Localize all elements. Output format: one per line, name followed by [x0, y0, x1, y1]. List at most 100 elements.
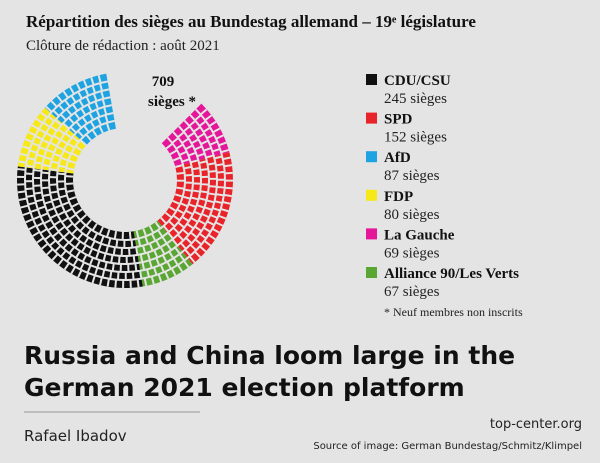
seat-gap	[175, 143, 184, 150]
seat-gap	[31, 124, 40, 131]
seat-gap	[51, 197, 60, 202]
seat-gap	[146, 252, 151, 261]
seat-gap	[40, 111, 48, 119]
seat-gap	[208, 120, 217, 127]
seat-gap	[198, 160, 208, 165]
seat-gap	[96, 259, 101, 269]
seat-gap	[93, 267, 99, 276]
seat-gap	[40, 212, 49, 218]
seat-gap	[94, 101, 100, 110]
seat-gap	[112, 247, 116, 256]
seat-gap	[166, 261, 172, 270]
seat-gap	[172, 227, 180, 235]
seat-gap	[65, 167, 75, 171]
seat-gap	[153, 266, 158, 276]
seat-gap	[181, 137, 190, 144]
seat-gap	[106, 278, 110, 287]
seat-gap	[59, 194, 68, 199]
seat-gap	[49, 125, 58, 132]
seat-gap	[29, 149, 38, 154]
seat-gap	[62, 241, 70, 249]
seat-gap	[175, 164, 184, 168]
seat-gap	[136, 279, 140, 288]
seat-gap	[27, 157, 36, 161]
seat-gap	[200, 139, 209, 145]
seat-gap	[57, 187, 66, 191]
seat-gap	[179, 242, 187, 250]
seat-gap	[62, 90, 69, 99]
author: Rafael Ibadov	[24, 427, 127, 445]
seat-gap	[75, 250, 82, 259]
seat-gap	[57, 236, 65, 244]
seat-gap	[35, 221, 44, 228]
seat-gap	[204, 114, 213, 121]
seat-gap	[165, 142, 174, 150]
seat-gap	[190, 159, 199, 164]
seat-gap	[99, 277, 103, 286]
seat-gap	[224, 186, 233, 190]
seat-gap	[33, 169, 42, 172]
seat-gap	[198, 219, 207, 226]
seat-gap	[135, 246, 139, 256]
seat-gap	[42, 163, 51, 168]
seat-gap	[67, 196, 77, 201]
seat-gap	[190, 196, 199, 201]
seat-gap	[182, 195, 191, 200]
seat-gap	[130, 239, 134, 248]
seat-gap	[46, 248, 54, 256]
seat-gap	[216, 170, 225, 174]
seat-gap	[67, 159, 77, 165]
seat-gap	[57, 258, 65, 266]
seat-gap	[159, 264, 165, 273]
seat-gap	[157, 229, 164, 238]
seat-gap	[87, 248, 94, 257]
legend-swatch	[366, 228, 377, 240]
seat-gap	[25, 172, 34, 175]
seat-gap	[46, 207, 55, 212]
seat-gap	[150, 233, 157, 242]
seat-gap	[139, 270, 143, 279]
seat-gap	[79, 261, 85, 270]
total-seats: 709	[152, 74, 175, 90]
seat-gap	[75, 121, 83, 129]
legend-swatch	[366, 112, 377, 124]
seat-gap	[49, 183, 58, 186]
seat-gap	[222, 156, 231, 161]
seat-gap	[54, 245, 62, 253]
seat-gap	[99, 235, 105, 244]
footnote: * Neuf membres non inscrits	[384, 305, 523, 319]
seat-gap	[139, 254, 144, 263]
seat-gap	[110, 254, 114, 264]
legend-swatch	[366, 189, 377, 201]
seat-gap	[188, 151, 197, 157]
seat-gap	[91, 223, 98, 232]
seat-gap	[202, 126, 211, 133]
seat-gap	[34, 161, 43, 165]
seat-gap	[62, 122, 70, 130]
seat-gap	[177, 131, 185, 138]
seat-gap	[178, 253, 186, 262]
seat-gap	[53, 152, 62, 158]
seat-gap	[38, 128, 47, 134]
seat-gap	[64, 207, 73, 214]
seat-gap	[223, 164, 233, 168]
seat-gap	[24, 138, 33, 143]
seat-gap	[169, 149, 178, 156]
seat-gap	[92, 93, 98, 102]
seat-gap	[211, 227, 220, 234]
seat-gap	[57, 128, 66, 135]
seat-gap	[208, 234, 216, 241]
seat-gap	[25, 164, 35, 168]
seat-gap	[212, 148, 221, 153]
seat-gap	[164, 271, 170, 280]
seat-gap	[65, 175, 74, 178]
seat-gap	[194, 250, 202, 258]
legend-swatch	[366, 74, 377, 85]
seat-gap	[103, 106, 108, 115]
seat-gap	[182, 228, 190, 236]
seat-gap	[214, 200, 223, 204]
seat-gap	[176, 186, 185, 190]
seat-gap	[84, 272, 90, 281]
seat-gap	[155, 257, 161, 266]
seat-gap	[35, 117, 44, 124]
